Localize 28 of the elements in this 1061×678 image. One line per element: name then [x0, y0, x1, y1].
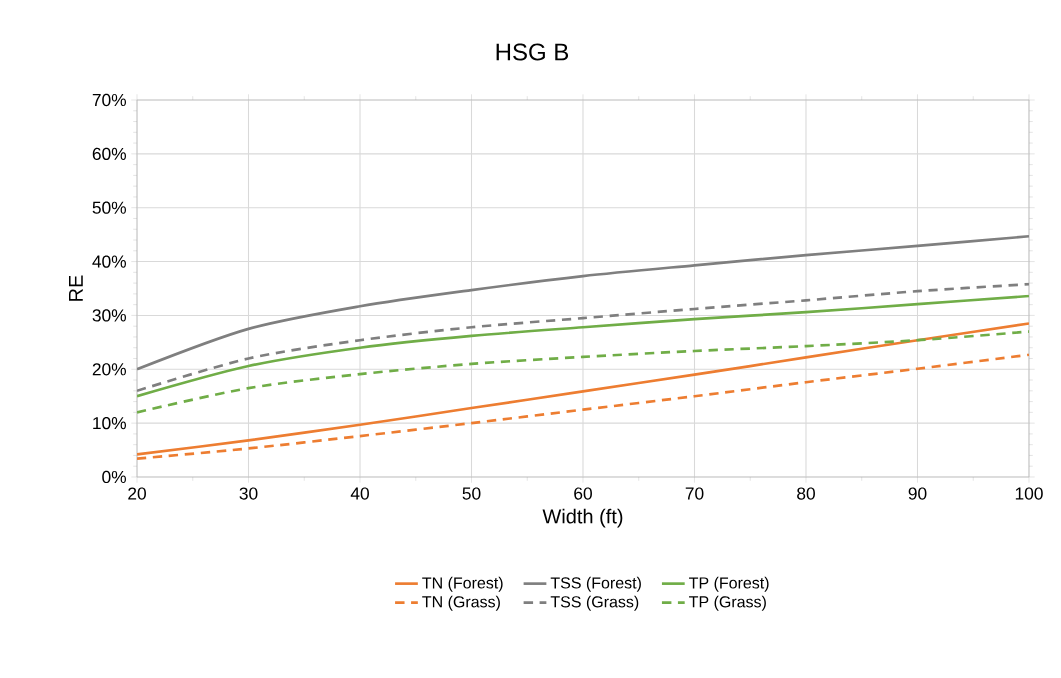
y-tick-label: 20%	[92, 363, 126, 376]
x-tick-label: 30	[239, 487, 258, 500]
x-tick-label: 70	[685, 487, 704, 500]
y-tick-label: 50%	[92, 201, 126, 214]
line-series	[137, 322, 1029, 456]
y-tick-label: 10%	[93, 416, 126, 430]
legend-label: TP (Forest)	[689, 576, 769, 592]
y-tick-label: 70%	[92, 93, 126, 107]
legend-label: TP (Grass)	[689, 595, 766, 611]
x-tick-label: 90	[908, 487, 927, 500]
y-tick-label: 60%	[92, 147, 126, 160]
y-tick-label: 0%	[102, 470, 126, 484]
legend-label: TN (Grass)	[422, 595, 500, 611]
legend-label: TSS (Forest)	[550, 576, 641, 592]
y-tick-label: 40%	[92, 255, 126, 268]
x-axis-title: Width (ft)	[542, 508, 623, 528]
x-tick-label: 60	[574, 487, 592, 500]
x-tick-label: 40	[350, 487, 369, 500]
legend-label: TSS (Grass)	[550, 595, 639, 611]
x-tick-label: 50	[462, 487, 481, 500]
chart-title: HSG B	[496, 43, 569, 61]
legend-label: TN (Forest)	[422, 576, 503, 592]
x-tick-label: 100	[1015, 487, 1043, 500]
x-tick-label: 20	[128, 487, 146, 500]
line-series	[137, 234, 1029, 371]
x-tick-label: 80	[797, 487, 815, 500]
y-tick-label: 30%	[92, 309, 126, 322]
y-axis-title: RE	[69, 275, 83, 301]
